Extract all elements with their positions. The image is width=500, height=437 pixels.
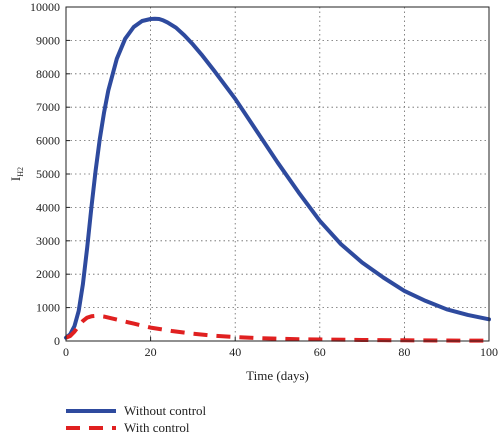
y-tick-label: 8000: [36, 67, 60, 81]
x-axis-label: Time (days): [246, 368, 309, 383]
y-tick-label: 4000: [36, 200, 60, 214]
series-lines: [64, 16, 491, 343]
x-tick-label: 100: [480, 345, 498, 359]
legend: Without control With control: [66, 403, 207, 435]
y-tick-label: 10000: [30, 0, 60, 14]
x-tick-label: 80: [398, 345, 410, 359]
legend-label-without-control: Without control: [124, 403, 207, 418]
y-tick-label: 2000: [36, 267, 60, 281]
grid-lines: [66, 7, 489, 341]
x-tick-label: 40: [229, 345, 241, 359]
y-axis-label-subscript: H2: [16, 167, 25, 177]
x-tick-label: 20: [145, 345, 157, 359]
y-axis-label-main: I: [8, 177, 23, 181]
y-axis-label: IH2: [8, 167, 25, 181]
y-tick-label: 3000: [36, 234, 60, 248]
series-line-with-control: [65, 313, 490, 343]
y-tick-label: 9000: [36, 33, 60, 47]
y-tick-label: 6000: [36, 134, 60, 148]
y-axis-ticks: 0 1000 2000 3000 4000 5000 6000 7000 8000 9000 100…: [30, 0, 70, 348]
y-tick-label: 7000: [36, 100, 60, 114]
y-tick-label: 0: [54, 334, 60, 348]
y-tick-label: 1000: [36, 301, 60, 315]
x-axis-ticks: 0 20 40 60 80 100: [63, 337, 498, 359]
x-tick-label: 0: [63, 345, 69, 359]
plot-frame: [65, 6, 490, 342]
series-line-without-control: [64, 16, 491, 340]
legend-label-with-control: With control: [124, 420, 190, 435]
x-tick-label: 60: [314, 345, 326, 359]
y-tick-label: 5000: [36, 167, 60, 181]
